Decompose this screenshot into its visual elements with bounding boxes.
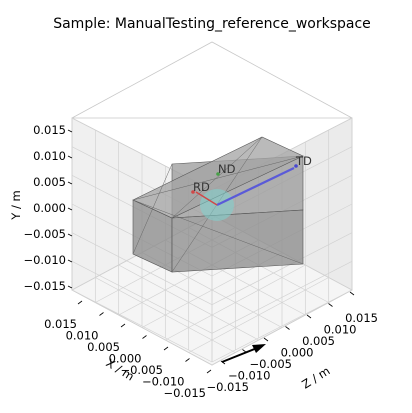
marker-label-td: TD — [295, 154, 312, 168]
marker-point-nd — [216, 172, 220, 176]
x-tick-label: −0.010 — [142, 375, 185, 389]
z-tick-label: 0.010 — [324, 323, 357, 337]
y-axis-ticks: 0.015 0.010 0.005 0.000 −0.005 −0.010 −0.015 — [23, 123, 73, 293]
back-top-outline — [71, 41, 353, 119]
y-tick-label: −0.005 — [23, 227, 66, 241]
y-axis-label: Y / m — [9, 190, 23, 220]
z-tick-label: 0.000 — [281, 346, 314, 360]
x-tick-label: 0.000 — [109, 352, 142, 366]
x-tick-label: 0.010 — [66, 329, 99, 343]
rd-direction-line — [195, 191, 218, 206]
y-tick-label: 0.015 — [33, 123, 66, 137]
marker-point-td — [294, 164, 298, 168]
y-tick-label: −0.015 — [23, 279, 66, 293]
floor-arrow — [221, 344, 266, 363]
x-tick-label: −0.005 — [120, 363, 163, 377]
chart-title: Sample: ManualTesting_reference_workspac… — [53, 16, 371, 32]
x-tick-label: 0.015 — [44, 317, 77, 331]
grain-box — [132, 136, 304, 273]
marker-label-nd: ND — [218, 162, 236, 176]
marker-label-rd: RD — [193, 180, 210, 194]
z-tick-label: 0.015 — [345, 311, 378, 325]
y-tick-label: −0.010 — [23, 253, 66, 267]
x-tick-label: −0.015 — [163, 386, 206, 400]
y-tick-label: 0.005 — [33, 175, 66, 189]
box-side-face — [171, 209, 304, 273]
z-tick-label: −0.015 — [206, 380, 249, 394]
z-tick-label: 0.005 — [302, 334, 335, 348]
x-tick-label: 0.005 — [87, 340, 120, 354]
direction-markers: RD ND TD — [191, 154, 312, 194]
y-tick-label: 0.010 — [33, 149, 66, 163]
z-tick-label: −0.010 — [228, 369, 271, 383]
z-tick-label: −0.005 — [249, 357, 292, 371]
marker-point-rd — [191, 190, 195, 194]
z-axis-label: Z / m — [299, 364, 332, 392]
td-direction-line — [216, 167, 295, 206]
y-tick-label: 0.000 — [33, 201, 66, 215]
